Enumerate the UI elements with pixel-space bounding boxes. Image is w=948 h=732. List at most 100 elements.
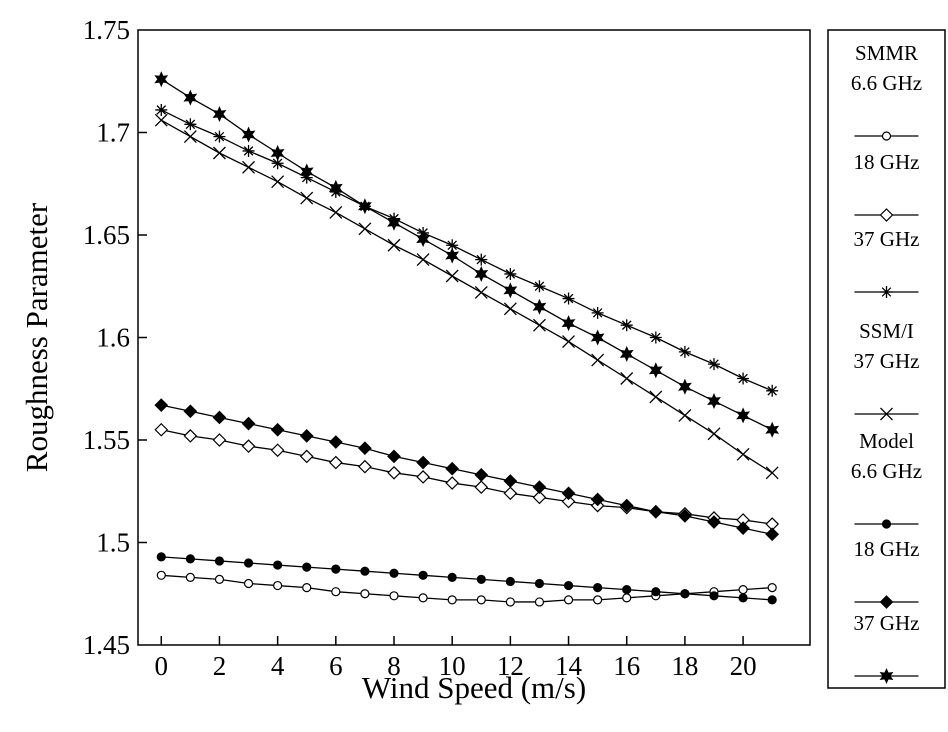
data-point <box>648 504 663 519</box>
data-point <box>534 597 545 607</box>
data-point <box>212 146 226 160</box>
data-point <box>445 461 460 476</box>
legend-group-label: SSM/I <box>859 319 914 343</box>
data-point <box>243 558 254 568</box>
x-tick-label: 12 <box>497 651 524 681</box>
series-layer <box>154 71 780 607</box>
data-point <box>476 595 486 605</box>
data-point <box>474 468 489 482</box>
data-point <box>767 595 777 605</box>
x-tick-label: 4 <box>271 651 285 681</box>
data-point <box>503 486 518 501</box>
data-point <box>503 474 518 488</box>
data-point <box>591 306 604 319</box>
data-point <box>619 345 634 362</box>
data-point <box>214 574 225 585</box>
data-point <box>736 447 750 461</box>
x-tick-label: 2 <box>213 651 227 681</box>
data-point <box>299 449 314 464</box>
data-point <box>328 455 343 470</box>
x-tick-label: 14 <box>555 651 583 681</box>
x-tick-label: 6 <box>329 651 343 681</box>
data-point <box>185 572 195 582</box>
data-point <box>270 443 285 458</box>
data-point <box>183 130 197 144</box>
data-point <box>271 175 285 189</box>
data-point <box>156 552 166 562</box>
data-point <box>590 329 605 346</box>
x-tick-label: 18 <box>671 651 698 681</box>
legend-series-label: 37 GHz <box>854 611 920 635</box>
data-point <box>534 578 545 589</box>
y-tick-label: 1.65 <box>83 220 130 250</box>
legend-series-label: 37 GHz <box>854 227 920 251</box>
data-point <box>387 214 401 231</box>
data-point <box>300 191 314 205</box>
data-point <box>678 408 692 422</box>
data-point <box>155 103 168 116</box>
x-axis: 0 2 4 6 8 10 12 14 16 18 20 <box>155 636 757 681</box>
data-point <box>447 595 457 605</box>
data-point <box>532 298 547 315</box>
data-point <box>214 556 225 566</box>
data-point <box>593 595 603 605</box>
x-tick-label: 16 <box>613 651 640 681</box>
x-tick-label: 10 <box>439 651 466 681</box>
data-point <box>299 429 314 443</box>
data-point <box>329 205 343 219</box>
data-point <box>185 554 195 564</box>
x-tick-label: 20 <box>730 651 757 681</box>
data-point <box>620 319 633 332</box>
data-point <box>707 515 721 529</box>
data-point <box>243 578 254 589</box>
data-point <box>418 593 428 603</box>
data-point <box>387 449 401 464</box>
data-point <box>563 595 574 605</box>
x-axis-label: Wind Speed (m/s) <box>362 670 586 705</box>
data-point <box>561 494 576 509</box>
x-tick-label: 8 <box>387 651 401 681</box>
legend-items: SMMR 6.6 GHz 18 GHz 37 GHz SSM/I 37 GHz Model 6… <box>851 41 922 684</box>
y-tick-label: 1.45 <box>83 630 130 660</box>
data-point <box>331 587 341 597</box>
data-point <box>474 265 489 282</box>
data-point <box>561 315 576 332</box>
data-point <box>184 118 197 131</box>
series-line <box>160 109 773 392</box>
legend <box>827 29 946 689</box>
data-point <box>649 331 662 344</box>
data-point <box>212 410 227 425</box>
data-point <box>358 459 372 474</box>
data-point <box>709 591 719 601</box>
series-line <box>160 119 773 474</box>
data-point <box>416 231 431 248</box>
data-point <box>273 580 283 591</box>
data-point <box>622 585 632 595</box>
data-point <box>619 498 634 513</box>
series-6 <box>154 71 780 438</box>
data-point <box>445 476 460 490</box>
data-point <box>562 335 576 349</box>
legend-marker <box>879 208 894 222</box>
data-point <box>503 282 518 299</box>
data-point <box>212 106 227 123</box>
data-point <box>416 470 430 484</box>
data-point <box>270 145 285 161</box>
series-line <box>160 78 773 431</box>
series-line <box>161 404 773 535</box>
data-point <box>241 439 256 453</box>
data-point <box>241 126 256 143</box>
data-point <box>446 239 459 252</box>
legend-series-label: 6.6 GHz <box>851 71 922 95</box>
data-point <box>302 582 312 593</box>
data-point <box>183 429 198 443</box>
data-point <box>474 285 488 299</box>
data-point <box>445 247 460 264</box>
y-axis-label: Roughness Parameter <box>19 202 54 472</box>
data-point <box>474 480 489 494</box>
data-point <box>677 378 692 395</box>
data-point <box>736 407 751 424</box>
legend-marker <box>881 519 892 529</box>
data-point <box>212 433 227 447</box>
x-tick-label: 0 <box>155 651 169 681</box>
